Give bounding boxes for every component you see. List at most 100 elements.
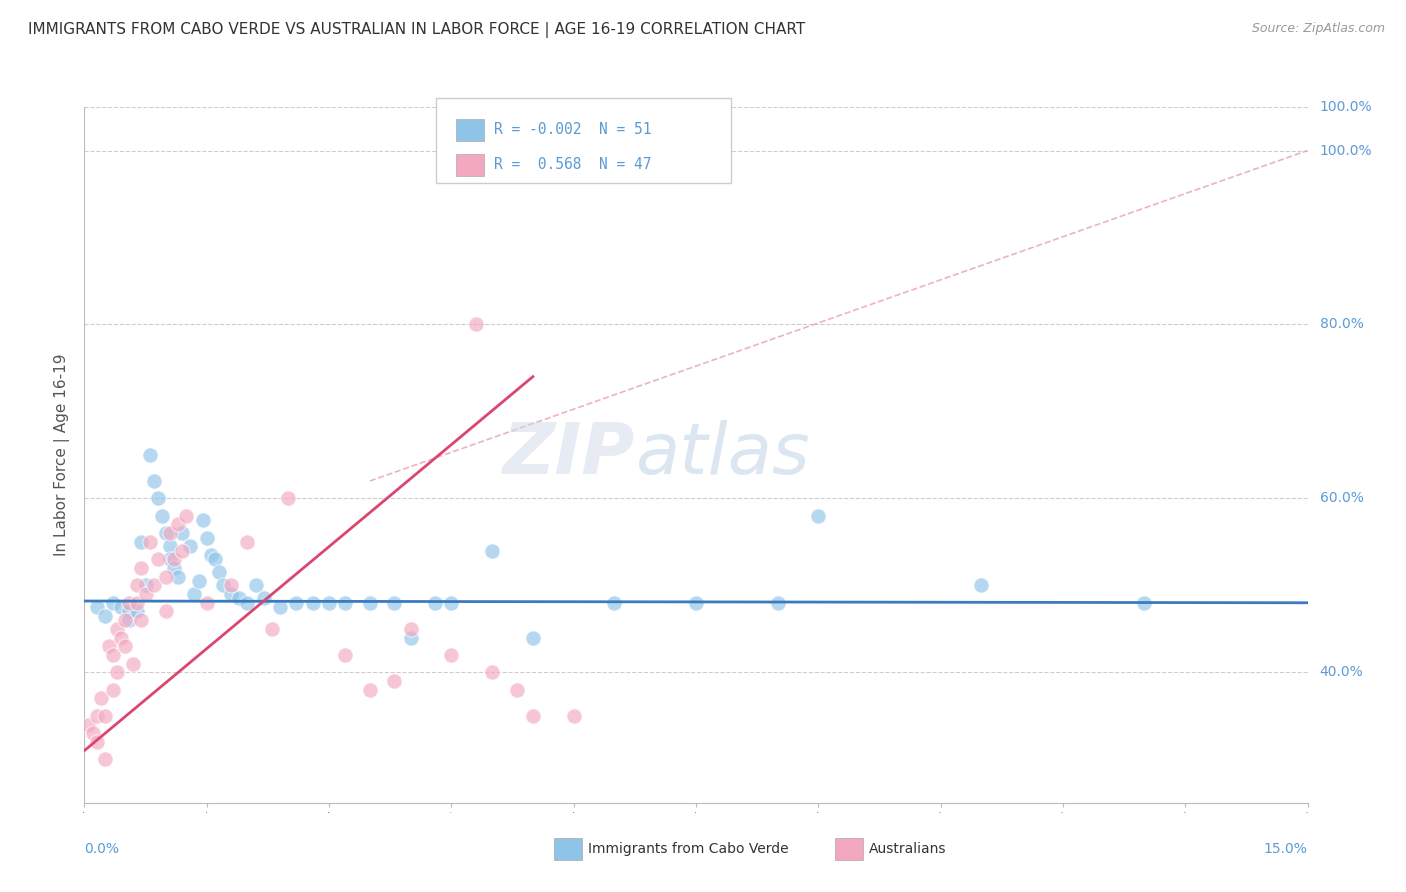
- Point: [105, 622, 128, 636]
- Text: 100.0%: 100.0%: [1320, 100, 1372, 114]
- Point: [93, 608, 115, 623]
- Text: 15.0%: 15.0%: [1264, 842, 1308, 856]
- Point: [159, 552, 181, 566]
- Point: [142, 474, 165, 488]
- Point: [208, 566, 231, 580]
- Point: [359, 682, 381, 697]
- Point: [167, 517, 190, 532]
- Text: 0.0%: 0.0%: [84, 842, 120, 856]
- Point: [382, 596, 405, 610]
- Point: [236, 596, 259, 610]
- Y-axis label: In Labor Force | Age 16-19: In Labor Force | Age 16-19: [55, 353, 70, 557]
- Text: ZIP: ZIP: [502, 420, 636, 490]
- Point: [114, 639, 136, 653]
- Point: [118, 613, 141, 627]
- Point: [183, 587, 205, 601]
- Point: [90, 691, 112, 706]
- Point: [105, 665, 128, 680]
- Point: [114, 613, 136, 627]
- Point: [172, 543, 194, 558]
- Point: [253, 591, 276, 606]
- Text: IMMIGRANTS FROM CABO VERDE VS AUSTRALIAN IN LABOR FORCE | AGE 16-19 CORRELATION : IMMIGRANTS FROM CABO VERDE VS AUSTRALIAN…: [28, 22, 806, 38]
- Point: [399, 622, 422, 636]
- Point: [86, 735, 108, 749]
- Point: [101, 648, 124, 662]
- Point: [101, 596, 124, 610]
- Point: [174, 508, 197, 523]
- Point: [522, 708, 544, 723]
- Text: Immigrants from Cabo Verde: Immigrants from Cabo Verde: [588, 842, 789, 856]
- Point: [142, 578, 165, 592]
- Point: [522, 631, 544, 645]
- Point: [163, 561, 186, 575]
- Point: [110, 600, 132, 615]
- Point: [179, 539, 201, 553]
- Point: [505, 682, 527, 697]
- Point: [82, 726, 104, 740]
- Text: atlas: atlas: [636, 420, 810, 490]
- Point: [191, 513, 214, 527]
- Point: [219, 578, 242, 592]
- Point: [359, 596, 381, 610]
- Point: [118, 596, 141, 610]
- Text: Australians: Australians: [869, 842, 946, 856]
- Point: [131, 561, 153, 575]
- Point: [187, 574, 209, 588]
- Point: [77, 717, 100, 731]
- Point: [382, 674, 405, 689]
- Point: [269, 600, 291, 615]
- Point: [970, 578, 993, 592]
- Point: [127, 596, 149, 610]
- Point: [562, 708, 585, 723]
- Text: 60.0%: 60.0%: [1320, 491, 1364, 506]
- Point: [204, 552, 226, 566]
- Point: [118, 605, 141, 619]
- Point: [127, 578, 149, 592]
- Point: [423, 596, 446, 610]
- Point: [93, 752, 115, 766]
- Point: [277, 491, 299, 506]
- Point: [260, 622, 283, 636]
- Point: [159, 539, 181, 553]
- Point: [146, 491, 169, 506]
- Point: [127, 605, 149, 619]
- Point: [301, 596, 323, 610]
- Point: [110, 631, 132, 645]
- Point: [399, 631, 422, 645]
- Point: [212, 578, 235, 592]
- Point: [101, 682, 124, 697]
- Point: [440, 596, 463, 610]
- Point: [93, 708, 115, 723]
- Point: [195, 596, 218, 610]
- Point: [86, 600, 108, 615]
- Point: [1133, 596, 1156, 610]
- Point: [86, 708, 108, 723]
- Point: [200, 548, 222, 562]
- Point: [131, 613, 153, 627]
- Point: [285, 596, 308, 610]
- Point: [440, 648, 463, 662]
- Point: [335, 648, 357, 662]
- Point: [138, 534, 160, 549]
- Point: [155, 605, 177, 619]
- Point: [97, 639, 120, 653]
- Point: [163, 552, 186, 566]
- Text: R =  0.568  N = 47: R = 0.568 N = 47: [494, 157, 651, 172]
- Point: [766, 596, 789, 610]
- Point: [481, 665, 503, 680]
- Point: [318, 596, 340, 610]
- Point: [146, 552, 169, 566]
- Point: [195, 531, 218, 545]
- Point: [335, 596, 357, 610]
- Point: [228, 591, 250, 606]
- Point: [135, 578, 157, 592]
- Point: [122, 657, 145, 671]
- Point: [172, 526, 194, 541]
- Text: 40.0%: 40.0%: [1320, 665, 1364, 680]
- Point: [155, 526, 177, 541]
- Point: [159, 526, 181, 541]
- Text: 80.0%: 80.0%: [1320, 318, 1364, 332]
- Point: [131, 534, 153, 549]
- Text: Source: ZipAtlas.com: Source: ZipAtlas.com: [1251, 22, 1385, 36]
- Point: [219, 587, 242, 601]
